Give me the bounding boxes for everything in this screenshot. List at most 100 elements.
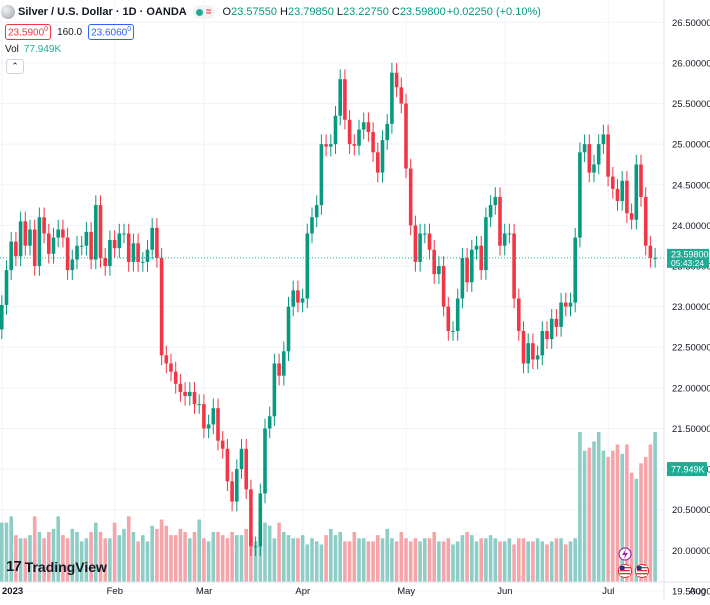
candle-body — [418, 233, 422, 262]
candle-body — [648, 245, 653, 258]
candle-body — [347, 119, 352, 145]
candle-body — [352, 144, 357, 146]
volume-bar — [502, 541, 507, 582]
candle-body — [211, 408, 216, 425]
volume-bar — [51, 528, 56, 582]
volume-bar — [653, 432, 657, 582]
candle-body — [573, 237, 577, 303]
candle-body — [545, 330, 549, 340]
volume-bar — [244, 528, 248, 582]
candle-body — [183, 391, 187, 396]
candle-body — [427, 233, 432, 250]
market-open-icon — [195, 8, 203, 16]
volume-bar — [545, 544, 549, 582]
candle-body — [296, 290, 300, 303]
volume-bar — [249, 535, 253, 582]
bid-price: 23.5900 — [8, 27, 45, 39]
x-tick-label: Jul — [602, 586, 614, 597]
candle-body — [136, 243, 140, 262]
candle-body — [155, 227, 159, 258]
volume-bar — [183, 532, 187, 582]
candle-body — [441, 266, 446, 307]
tradingview-logo[interactable]: 17 TradingView — [6, 558, 107, 575]
volume-bar — [366, 541, 371, 582]
candle-body — [249, 489, 253, 547]
candle-body — [56, 229, 60, 238]
volume-bar — [474, 541, 479, 582]
candle-body — [150, 227, 154, 250]
candle-body — [634, 164, 639, 220]
volume-bar — [564, 544, 568, 582]
last-price-badge — [667, 248, 709, 268]
market-status-pill[interactable]: = — [192, 5, 215, 19]
candle-body — [18, 221, 23, 257]
volume-bar — [267, 525, 272, 582]
y-tick-label: 19.50000 — [672, 586, 710, 597]
candle-body — [310, 217, 314, 234]
volume-bar — [61, 535, 65, 582]
volume-bar — [573, 538, 577, 582]
x-tick-label: May — [397, 586, 415, 597]
candle-body — [258, 493, 263, 547]
candle-body — [235, 469, 239, 502]
x-tick-label: Jun — [497, 586, 512, 597]
us-flag-stripe — [620, 573, 630, 575]
ohlc-change: +0.02250 (+0.10%) — [446, 6, 541, 18]
volume-legend[interactable]: Vol 77.949K — [5, 44, 61, 55]
volume-bar — [596, 432, 601, 582]
candle-body — [502, 233, 507, 246]
candle-body — [361, 122, 366, 130]
volume-bar — [601, 450, 606, 582]
volume-bar — [418, 541, 422, 582]
volume-badge — [667, 462, 707, 477]
sell-button[interactable]: 23.59000 — [5, 24, 52, 41]
candle-body — [512, 233, 516, 299]
volume-bar — [385, 528, 389, 582]
ohlc-close-label: C — [391, 6, 400, 18]
candle-body — [606, 134, 610, 177]
volume-bar — [253, 541, 258, 582]
y-tick-label: 24.50000 — [672, 180, 710, 191]
buy-button[interactable]: 23.60600 — [88, 24, 135, 41]
candle-body — [263, 428, 267, 494]
volume-bar — [488, 535, 493, 582]
volume-bar — [615, 444, 620, 582]
last-price-label: 23.59800 — [671, 249, 709, 259]
candle-body — [65, 237, 70, 271]
volume-bar — [178, 528, 183, 582]
symbol-title[interactable]: Silver / U.S. Dollar · 1D · OANDA — [18, 6, 187, 18]
candle-body — [474, 245, 479, 250]
collapse-legend-button[interactable]: ⌃ — [6, 59, 24, 74]
volume-bar — [484, 538, 488, 582]
y-tick-label: 21.50000 — [672, 424, 710, 435]
candle-body — [371, 131, 375, 153]
volume-bar — [230, 532, 234, 582]
y-tick-label: 25.00000 — [672, 140, 710, 151]
volume-bar — [220, 535, 225, 582]
candle-body — [446, 306, 451, 331]
volume-bar — [413, 538, 418, 582]
volume-bar — [239, 535, 244, 582]
candle-body — [291, 290, 295, 307]
price-axis-bg — [664, 0, 710, 600]
candle-body — [324, 144, 328, 147]
candle-body — [14, 241, 18, 257]
candle-body — [202, 404, 206, 429]
candle-body — [75, 245, 79, 260]
candle-body — [493, 196, 498, 206]
candle-body — [188, 391, 192, 396]
candle-body — [587, 144, 592, 173]
candle-body — [423, 233, 427, 235]
candle-body — [578, 152, 582, 238]
volume-bar — [582, 450, 587, 582]
volume-bar — [79, 541, 84, 582]
volume-bar — [103, 538, 107, 582]
volume-bar — [620, 453, 624, 582]
volume-bar — [390, 538, 394, 582]
candle-body — [465, 257, 469, 283]
volume-bar — [639, 463, 643, 582]
candle-body — [554, 318, 559, 327]
candle-body — [28, 229, 32, 246]
